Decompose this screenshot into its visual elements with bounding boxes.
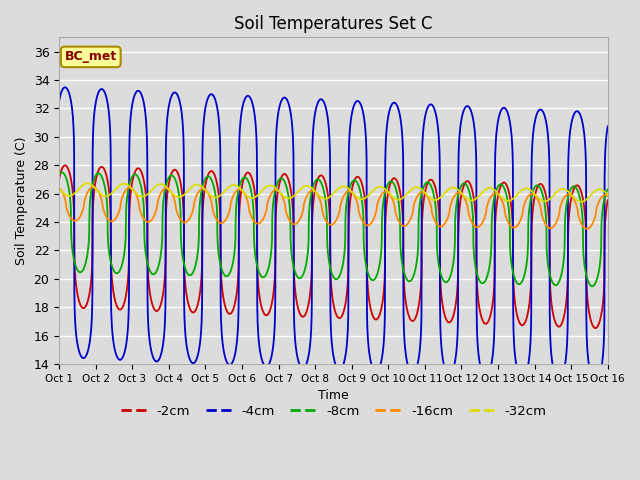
-2cm [290, 219, 298, 225]
-2cm [61, 163, 69, 168]
-16cm [290, 221, 298, 227]
Y-axis label: Soil Temperature (C): Soil Temperature (C) [15, 136, 28, 265]
-8cm [588, 283, 596, 289]
-4cm [118, 356, 125, 361]
-2cm [150, 307, 158, 312]
-32cm [604, 192, 612, 198]
-4cm [266, 360, 273, 365]
-16cm [534, 197, 542, 203]
-16cm [604, 193, 612, 199]
-8cm [150, 271, 158, 277]
-4cm [534, 108, 542, 114]
-4cm [604, 123, 612, 129]
-8cm [55, 172, 63, 178]
-8cm [266, 260, 273, 265]
Line: -2cm: -2cm [59, 166, 608, 328]
-2cm [266, 308, 273, 314]
Line: -8cm: -8cm [59, 172, 608, 286]
Line: -4cm: -4cm [59, 87, 608, 382]
-16cm [118, 195, 125, 201]
-32cm [593, 187, 601, 192]
Line: -16cm: -16cm [59, 187, 608, 229]
Legend: -2cm, -4cm, -8cm, -16cm, -32cm: -2cm, -4cm, -8cm, -16cm, -32cm [115, 399, 552, 423]
-2cm [591, 325, 599, 331]
-32cm [55, 186, 63, 192]
-8cm [58, 169, 66, 175]
-32cm [266, 182, 273, 188]
-4cm [593, 378, 601, 384]
-16cm [593, 203, 601, 209]
Title: Soil Temperatures Set C: Soil Temperatures Set C [234, 15, 433, 33]
-32cm [118, 181, 125, 187]
-16cm [90, 184, 97, 190]
-8cm [290, 263, 298, 269]
-8cm [118, 262, 125, 268]
-4cm [150, 357, 158, 363]
-2cm [534, 183, 542, 189]
-32cm [290, 193, 298, 199]
-2cm [118, 305, 125, 311]
-4cm [55, 98, 63, 104]
Line: -32cm: -32cm [59, 183, 608, 202]
-16cm [55, 185, 63, 191]
-32cm [150, 184, 158, 190]
-32cm [83, 180, 91, 186]
X-axis label: Time: Time [318, 389, 349, 402]
-2cm [604, 197, 612, 203]
-16cm [583, 226, 591, 232]
-4cm [591, 379, 599, 385]
-4cm [290, 154, 298, 159]
-2cm [593, 324, 601, 330]
-8cm [604, 187, 612, 192]
-2cm [55, 176, 63, 182]
-8cm [593, 276, 601, 281]
Text: BC_met: BC_met [65, 50, 117, 63]
-32cm [534, 195, 542, 201]
-32cm [577, 199, 585, 204]
-16cm [266, 194, 273, 200]
-16cm [150, 212, 158, 218]
-4cm [61, 84, 69, 90]
-8cm [534, 182, 542, 188]
